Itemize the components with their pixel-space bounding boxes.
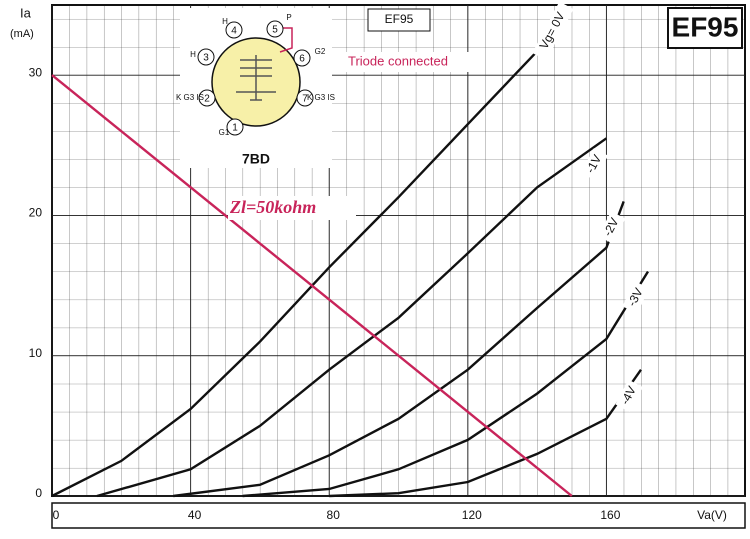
curve bbox=[51, 74, 573, 497]
pin bbox=[225, 21, 243, 39]
curve bbox=[96, 137, 608, 498]
x-tick-label: 80 bbox=[327, 508, 341, 522]
electrodes bbox=[236, 55, 276, 101]
pin bbox=[226, 118, 244, 136]
x-tick-label: 120 bbox=[462, 508, 482, 522]
pin bbox=[293, 49, 311, 67]
series-label-bg bbox=[622, 281, 650, 314]
pin-number: 6 bbox=[299, 54, 305, 65]
curve bbox=[173, 200, 625, 498]
pin-label: K G3 IS bbox=[307, 93, 335, 102]
pin bbox=[197, 48, 215, 66]
annotation: Triode connected bbox=[348, 53, 448, 68]
series-label-bg bbox=[598, 211, 626, 244]
annotation-bg bbox=[228, 196, 356, 220]
chart-title: EF95 bbox=[672, 11, 739, 42]
curve bbox=[51, 4, 566, 498]
y-tick-label: 30 bbox=[29, 65, 43, 79]
pin bbox=[266, 20, 284, 38]
annotation: Zl=50kohm bbox=[229, 197, 316, 217]
pin-number: 4 bbox=[231, 26, 237, 37]
pin-number: 7 bbox=[302, 94, 308, 105]
y-tick-label: 20 bbox=[29, 206, 43, 220]
base-name: 7BD bbox=[242, 151, 270, 167]
y-tick-label: 10 bbox=[29, 346, 43, 360]
y-axis-unit: (mA) bbox=[10, 28, 34, 40]
title-box bbox=[667, 7, 743, 49]
chart-subtitle: EF95 bbox=[385, 12, 414, 26]
series-label-bg bbox=[532, 1, 574, 61]
annotation-bg bbox=[343, 52, 483, 72]
curve bbox=[242, 270, 650, 498]
pin-label: H bbox=[190, 50, 196, 59]
x-tick-label: 40 bbox=[188, 508, 202, 522]
y-axis-label: Ia bbox=[20, 5, 32, 20]
x-tick-label: 0 bbox=[53, 508, 60, 522]
minor-grid bbox=[52, 5, 745, 496]
series-label-bg bbox=[580, 148, 609, 181]
x-axis-strip bbox=[51, 502, 746, 529]
subtitle-box bbox=[367, 8, 431, 32]
plate-link bbox=[275, 27, 293, 53]
pin bbox=[296, 89, 314, 107]
pin-number: 2 bbox=[204, 94, 210, 105]
pin-label: G2 bbox=[315, 47, 326, 56]
pin-label: K G3 IS bbox=[176, 93, 204, 102]
series-label-bg bbox=[615, 379, 643, 412]
pin-label: G1 bbox=[219, 128, 230, 137]
pin bbox=[198, 89, 216, 107]
y-tick-label: 0 bbox=[35, 486, 42, 500]
pin-label: H bbox=[222, 17, 228, 26]
x-tick-label: 160 bbox=[600, 508, 620, 522]
pin-number: 3 bbox=[203, 53, 209, 64]
pin-number: 1 bbox=[232, 123, 238, 134]
pin-number: 5 bbox=[272, 25, 278, 36]
x-axis-label: Va(V) bbox=[697, 508, 727, 522]
curve bbox=[329, 369, 642, 498]
pin-label: P bbox=[286, 13, 291, 22]
